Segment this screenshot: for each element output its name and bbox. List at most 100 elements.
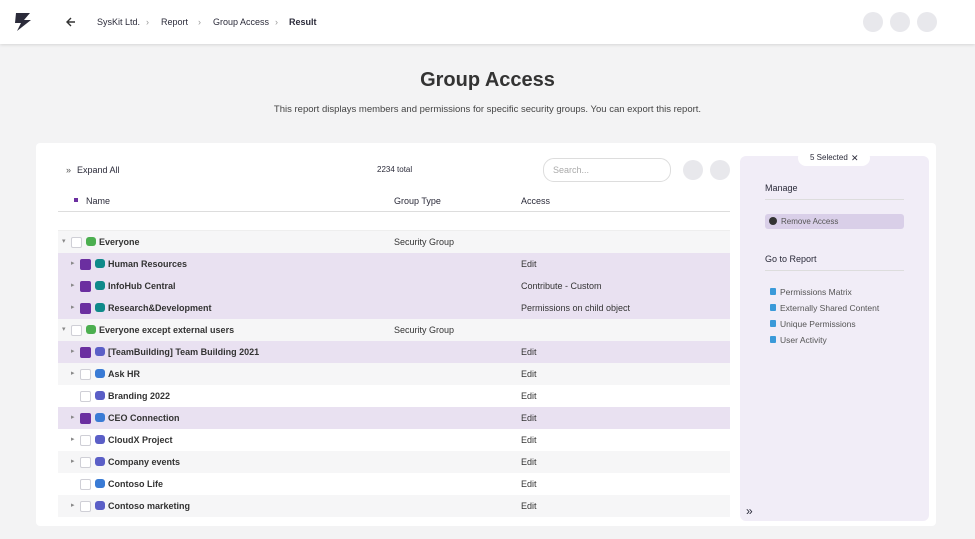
- column-title[interactable]: Name: [86, 196, 111, 206]
- group-type: Security Group: [394, 325, 455, 335]
- expand-toggle[interactable]: ▸: [71, 304, 75, 311]
- export-button[interactable]: [683, 160, 703, 180]
- item-name: [TeamBuilding] Team Building 2021: [108, 347, 260, 357]
- collapse-panel[interactable]: »: [746, 504, 753, 518]
- fullscreen-button[interactable]: [710, 160, 730, 180]
- section-heading: Go to Report: [765, 254, 817, 264]
- remove-icon: [769, 217, 777, 225]
- column-title[interactable]: Access: [521, 196, 551, 206]
- expand-toggle[interactable]: ▸: [71, 458, 75, 465]
- column-title[interactable]: Group Type: [394, 196, 441, 206]
- table-row[interactable]: Branding 2022 Edit: [58, 385, 730, 407]
- item-name: CEO Connection: [108, 413, 180, 423]
- table-row[interactable]: ▸ InfoHub Central Contribute - Custom: [58, 275, 730, 297]
- checkbox[interactable]: [80, 479, 91, 490]
- logo[interactable]: [12, 11, 34, 33]
- checkbox[interactable]: [80, 413, 91, 424]
- access: Permissions on child object: [521, 303, 631, 313]
- item-icon: [95, 391, 105, 400]
- checkbox[interactable]: [80, 303, 91, 314]
- group-type: Security Group: [394, 237, 455, 247]
- checkbox[interactable]: [80, 501, 91, 512]
- expand-toggle[interactable]: ▸: [71, 414, 75, 421]
- expand-toggle[interactable]: ▸: [71, 282, 75, 289]
- remove-access-button[interactable]: Remove Access: [765, 214, 904, 229]
- page-description: This report displays members and permiss…: [273, 104, 702, 115]
- access: Edit: [521, 435, 537, 445]
- search-box[interactable]: Search...: [543, 158, 671, 182]
- expand-toggle[interactable]: ▸: [71, 260, 75, 267]
- checkbox[interactable]: [80, 369, 91, 380]
- report-link[interactable]: Permissions Matrix: [780, 287, 852, 297]
- checkbox[interactable]: [80, 435, 91, 446]
- breadcrumb[interactable]: Report: [161, 17, 189, 27]
- table-row[interactable]: Contoso Life Edit: [58, 473, 730, 495]
- separator: ›: [146, 17, 149, 27]
- item-icon: [95, 347, 105, 356]
- report-link[interactable]: Unique Permissions: [780, 319, 856, 329]
- table-row[interactable]: ▸ CEO Connection Edit: [58, 407, 730, 429]
- item-name: Contoso marketing: [108, 501, 191, 511]
- table-row[interactable]: ▾ Everyone Security Group: [58, 231, 730, 253]
- breadcrumb[interactable]: Group Access: [213, 17, 270, 27]
- profile-button[interactable]: [890, 12, 910, 32]
- checkbox[interactable]: [80, 391, 91, 402]
- expand-icon: »: [66, 165, 72, 175]
- separator: ›: [275, 17, 278, 27]
- report-link[interactable]: Externally Shared Content: [780, 303, 880, 313]
- table-row[interactable]: ▾ Everyone except external users Security …: [58, 319, 730, 341]
- table-row[interactable]: ▸ Research&Development Permissions on chil…: [58, 297, 730, 319]
- separator: ›: [198, 17, 201, 27]
- help-button[interactable]: [917, 12, 937, 32]
- lock-icon: [770, 288, 776, 295]
- table-row[interactable]: ▸ Company events Edit: [58, 451, 730, 473]
- item-name: Research&Development: [108, 303, 212, 313]
- expand-toggle[interactable]: ▸: [71, 370, 75, 377]
- item-name: Human Resources: [108, 259, 188, 269]
- expand-toggle[interactable]: ▸: [71, 436, 75, 443]
- checkbox[interactable]: [71, 325, 82, 336]
- breadcrumb[interactable]: SysKit Ltd.: [97, 17, 141, 27]
- page-title: Group Access: [420, 69, 555, 91]
- selected-count: 5 Selected: [810, 153, 848, 162]
- access: Edit: [521, 457, 537, 467]
- checkbox[interactable]: [80, 259, 91, 270]
- top-bar: SysKit Ltd. › Report › Group Access › Re…: [0, 0, 975, 44]
- item-icon: [95, 259, 105, 268]
- filter-row: [58, 212, 730, 231]
- expand-all-button[interactable]: Expand All: [77, 165, 120, 175]
- checkbox[interactable]: [71, 237, 82, 248]
- access: Edit: [521, 501, 537, 511]
- access: Edit: [521, 391, 537, 401]
- notifications-button[interactable]: [863, 12, 883, 32]
- checkbox[interactable]: [80, 281, 91, 292]
- selection-pill: 5 Selected ✕: [798, 150, 870, 166]
- access: Edit: [521, 413, 537, 423]
- table-row[interactable]: ▸ Ask HR Edit: [58, 363, 730, 385]
- back-button[interactable]: [66, 17, 76, 27]
- table-row[interactable]: ▸ [TeamBuilding] Team Building 2021 Edit: [58, 341, 730, 363]
- item-icon: [86, 237, 96, 246]
- access: Edit: [521, 479, 537, 489]
- checkbox[interactable]: [80, 347, 91, 358]
- table-row[interactable]: ▸ Contoso marketing Edit: [58, 495, 730, 517]
- item-name: CloudX Project: [108, 435, 173, 445]
- checkbox[interactable]: [80, 457, 91, 468]
- access: Edit: [521, 369, 537, 379]
- expand-toggle[interactable]: ▾: [62, 326, 66, 333]
- expand-toggle[interactable]: ▸: [71, 502, 75, 509]
- button-label: Remove Access: [781, 217, 839, 226]
- expand-toggle[interactable]: ▸: [71, 348, 75, 355]
- table-row[interactable]: ▸ Human Resources Edit: [58, 253, 730, 275]
- item-icon: [95, 281, 105, 290]
- item-name: Branding 2022: [108, 391, 171, 401]
- item-name: Contoso Life: [108, 479, 163, 489]
- expand-toggle[interactable]: ▾: [62, 238, 66, 245]
- lock-icon: [770, 304, 776, 311]
- item-icon: [95, 435, 105, 444]
- table-row[interactable]: ▸ CloudX Project Edit: [58, 429, 730, 451]
- report-link[interactable]: User Activity: [780, 335, 827, 345]
- item-icon: [95, 413, 105, 422]
- clear-selection[interactable]: ✕: [851, 153, 859, 163]
